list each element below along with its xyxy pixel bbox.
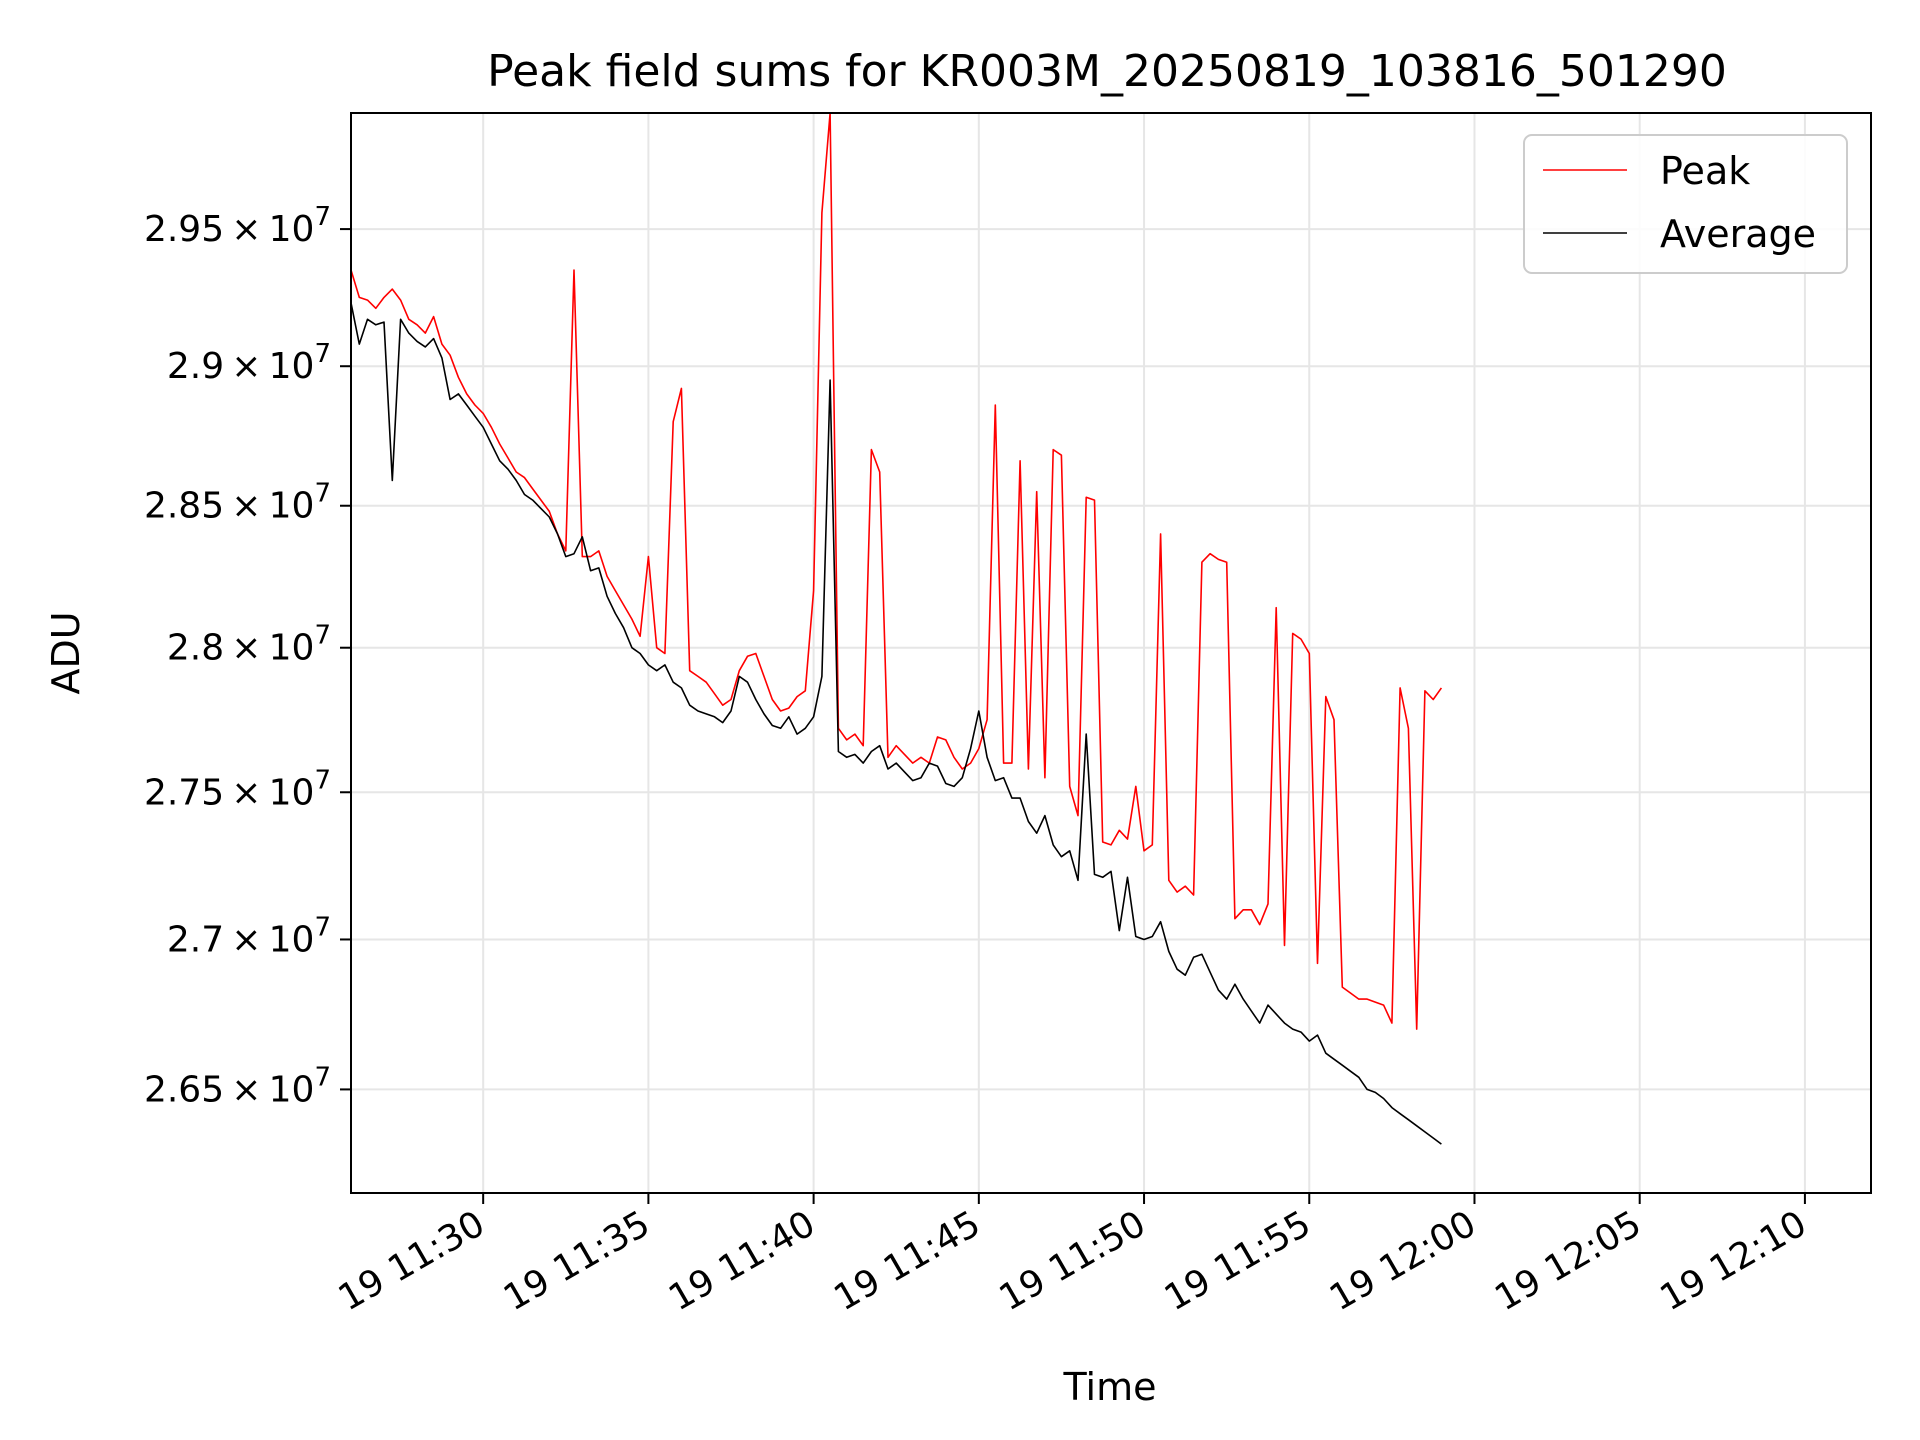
y-tick-label: 2.95 × 107 <box>144 202 331 250</box>
y-tick-label: 2.8 × 107 <box>167 621 331 669</box>
y-tick-label: 2.7 × 107 <box>167 912 331 960</box>
y-tick-label: 2.65 × 107 <box>144 1062 331 1110</box>
grid-lines <box>351 113 1871 1193</box>
chart-title: Peak field sums for KR003M_20250819_1038… <box>487 46 1727 97</box>
y-axis: 2.65 × 107 2.7 × 107 2.75 × 107 2.8 × 107 2.… <box>144 202 351 1110</box>
legend-label-average: Average <box>1660 212 1816 256</box>
y-axis-label: ADU <box>44 611 88 694</box>
y-tick-label: 2.9 × 107 <box>167 339 331 387</box>
plot-area-frame <box>350 112 1872 1194</box>
legend-label-peak: Peak <box>1660 149 1750 193</box>
x-axis-label: Time <box>1063 1365 1157 1409</box>
series-line-peak <box>350 112 1443 1030</box>
y-tick-label: 2.85 × 107 <box>144 479 331 527</box>
series-line-average <box>350 302 1442 1145</box>
legend: Peak Average <box>1523 134 1848 274</box>
series-layer <box>350 112 1443 1145</box>
y-tick-label: 2.75 × 107 <box>144 765 331 813</box>
